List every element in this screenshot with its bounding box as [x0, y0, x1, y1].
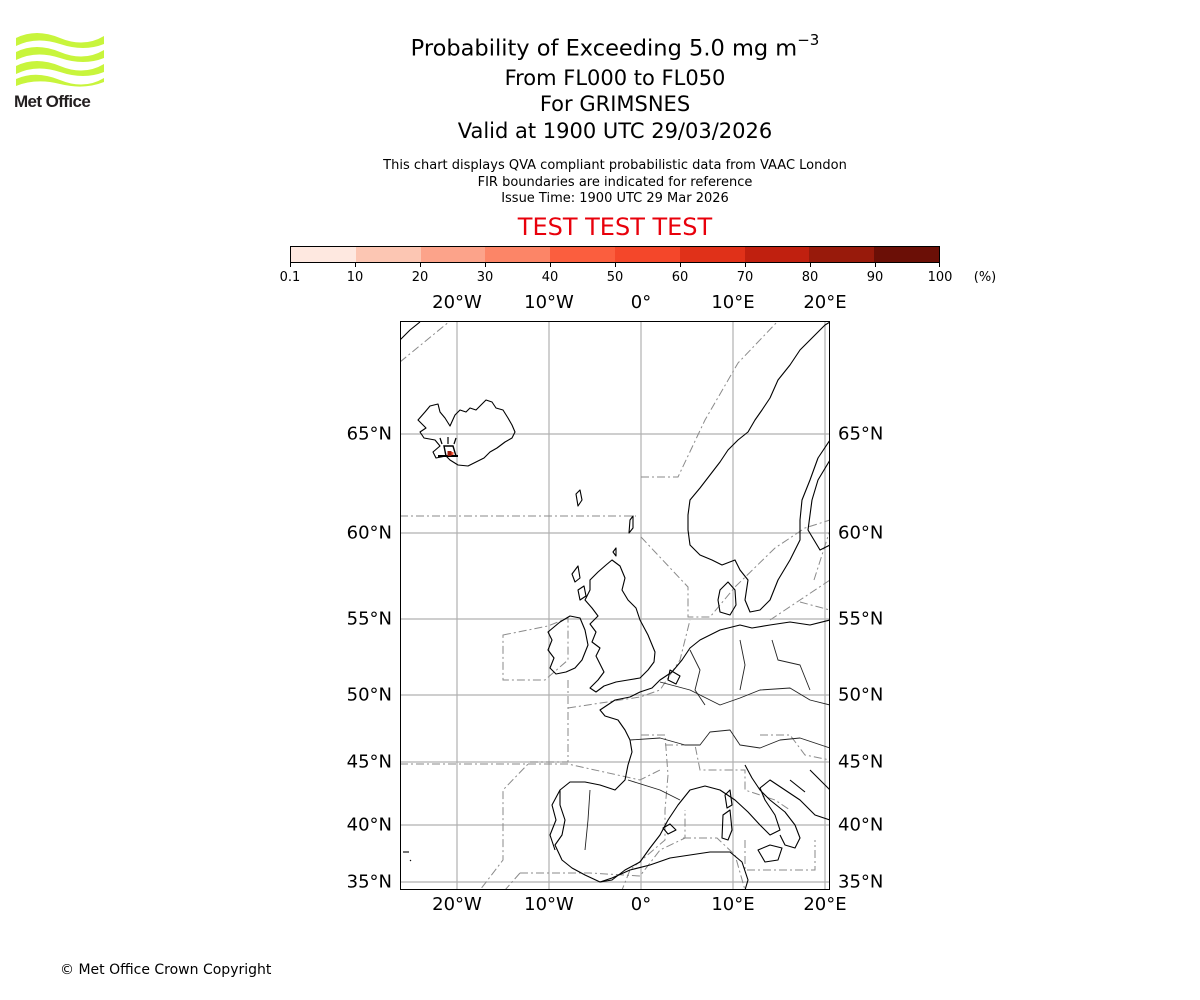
- probability-colorbar: [290, 246, 940, 263]
- iceland-coast: [417, 399, 516, 467]
- colorbar-tick: [875, 263, 876, 267]
- colorbar-segment: [679, 247, 745, 262]
- africa-coast: [599, 851, 749, 889]
- lat-label-left: 40°N: [346, 814, 392, 836]
- graticule: [401, 322, 829, 889]
- lon-label-bottom: 20°W: [432, 894, 482, 915]
- chart-title: Probability of Exceeding 5.0 mg m−3: [0, 26, 1200, 65]
- colorbar-segment: [355, 247, 421, 262]
- valid-time: Valid at 1900 UTC 29/03/2026: [457, 118, 773, 143]
- colorbar-tick: [550, 263, 551, 267]
- title-text: Probability of Exceeding 5.0 mg m: [410, 35, 798, 62]
- colorbar-unit: (%): [973, 270, 997, 285]
- colorbar-tick: [290, 263, 291, 267]
- colorbar-tick-label: 50: [606, 270, 624, 285]
- colorbar-tick: [420, 263, 421, 267]
- colorbar-segment: [874, 247, 939, 262]
- italy-coast: [744, 764, 801, 849]
- lon-label-top: 10°E: [711, 292, 755, 313]
- lon-label-bottom: 10°E: [711, 894, 755, 915]
- lon-label-top: 10°W: [524, 292, 574, 313]
- colorbar-tick-label: 80: [801, 270, 819, 285]
- colorbar-tick-label: 100: [927, 270, 953, 285]
- colorbar-tick-label: 40: [541, 270, 559, 285]
- flight-level-range: From FL000 to FL050: [504, 65, 726, 90]
- wave-logo-icon: [16, 33, 104, 87]
- colorbar-segment: [291, 247, 356, 262]
- colorbar-tick-label: 10: [346, 270, 364, 285]
- colorbar-tick: [680, 263, 681, 267]
- great-britain-coast: [584, 559, 656, 693]
- scandinavia-coast: [687, 322, 829, 613]
- fir-boundaries: [401, 322, 829, 889]
- coastlines: [401, 322, 829, 889]
- ireland-coast: [547, 615, 589, 675]
- chart-title-block: Probability of Exceeding 5.0 mg m−3 From…: [0, 26, 1200, 144]
- lat-label-right: 65°N: [838, 423, 884, 445]
- colorbar-tick: [745, 263, 746, 267]
- colorbar-segment: [744, 247, 810, 262]
- info-line-fir: FIR boundaries are indicated for referen…: [477, 174, 753, 190]
- colorbar-segment: [614, 247, 680, 262]
- map-panel[interactable]: [400, 321, 830, 890]
- lat-label-right: 35°N: [838, 871, 884, 893]
- title-exponent: −3: [797, 31, 820, 49]
- ash-cell-high: [447, 451, 452, 456]
- chart-info: This chart displays QVA compliant probab…: [0, 158, 1200, 208]
- lat-label-right: 50°N: [838, 684, 884, 706]
- map-canvas: [401, 322, 829, 889]
- lat-label-left: 60°N: [346, 522, 392, 544]
- logo-wordmark: Met Office: [14, 92, 91, 111]
- lat-label-left: 65°N: [346, 423, 392, 445]
- colorbar-tick-label: 60: [671, 270, 689, 285]
- lat-label-right: 40°N: [838, 814, 884, 836]
- colorbar-segment: [485, 247, 551, 262]
- colorbar-tick: [615, 263, 616, 267]
- lat-label-right: 60°N: [838, 522, 884, 544]
- lat-label-left: 35°N: [346, 871, 392, 893]
- lat-label-left: 45°N: [346, 751, 392, 773]
- copyright-notice: © Met Office Crown Copyright: [60, 962, 272, 978]
- lon-label-bottom: 20°E: [803, 894, 847, 915]
- volcano-name: For GRIMSNES: [539, 92, 691, 116]
- colorbar-tick-label: 70: [736, 270, 754, 285]
- colorbar-tick: [355, 263, 356, 267]
- met-office-logo: Met Office: [14, 30, 106, 112]
- test-banner: TEST TEST TEST: [517, 213, 713, 241]
- lat-label-left: 50°N: [346, 684, 392, 706]
- colorbar-tick-label: 0.1: [279, 270, 301, 285]
- lon-label-top: 20°E: [803, 292, 847, 313]
- info-line-issue-time: Issue Time: 1900 UTC 29 Mar 2026: [501, 191, 729, 206]
- colorbar-segment: [550, 247, 615, 262]
- colorbar-segment: [809, 247, 875, 262]
- ash-cell-mid: [451, 452, 454, 455]
- colorbar-tick-label: 30: [476, 270, 494, 285]
- lat-label-right: 45°N: [838, 751, 884, 773]
- colorbar-tick: [810, 263, 811, 267]
- europe-coast: [554, 619, 829, 883]
- lat-label-right: 55°N: [838, 608, 884, 630]
- colorbar-tick: [485, 263, 486, 267]
- lat-label-left: 55°N: [346, 608, 392, 630]
- lon-label-top: 0°: [630, 292, 652, 313]
- colorbar-tick-label: 90: [866, 270, 884, 285]
- colorbar-segment: [420, 247, 486, 262]
- lon-label-top: 20°W: [432, 292, 482, 313]
- info-line-data-source: This chart displays QVA compliant probab…: [383, 158, 847, 173]
- colorbar-tick: [939, 263, 940, 267]
- colorbar-tick-label: 20: [411, 270, 429, 285]
- lon-label-bottom: 0°: [630, 894, 652, 915]
- lon-label-bottom: 10°W: [524, 894, 574, 915]
